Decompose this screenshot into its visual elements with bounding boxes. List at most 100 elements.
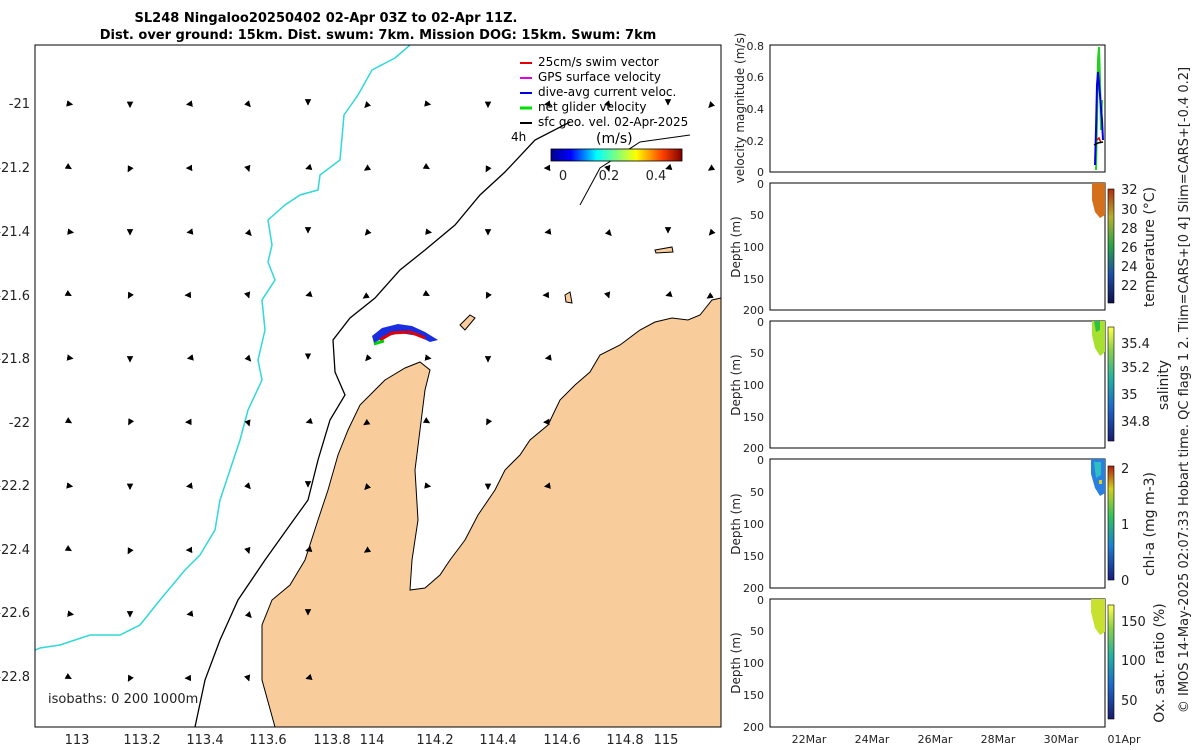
depth-tick: 200 [743,582,764,595]
depth-tick: 150 [743,689,764,702]
map-axes-box [34,44,722,728]
velocity-arrow [665,290,673,297]
map-x-tick: 115 [654,733,679,748]
velocity-arrow [244,611,252,619]
map-y-tick: -21.8 [0,352,30,367]
legend-label: net glider velocity [538,100,646,114]
velocity-arrow [485,165,492,173]
velocity-y-label: velocity magnitude (m/s) [733,33,747,184]
chla-cbar-tick: 2 [1121,462,1129,477]
time-x-tick: 22Mar [792,733,827,746]
temperature-cbar-tick: 22 [1121,279,1138,294]
glider-track-red [379,330,426,342]
velocity-arrow [127,291,134,299]
map-y-tick: -21.6 [0,289,30,304]
velocity-axes-box [769,44,1106,173]
temperature-cbar-tick: 30 [1121,203,1138,218]
chla-cbar-tick: 1 [1121,518,1129,533]
temperature-profile-patch [1092,183,1105,218]
velocity-arrow [127,547,134,555]
chla-profile-detail [1094,462,1101,478]
time-x-tick: 26Mar [918,733,953,746]
salinity-panel: 35.4 35.2 35 34.8 salinity 0 50 100 150 … [729,316,1172,455]
island [459,314,476,331]
map-x-ticks: 113 113.2 113.4 113.6 113.8 114 114.2 11… [65,733,679,748]
velocity-series-red [1096,136,1102,144]
velocity-arrow [244,229,252,237]
map-x-tick: 114.6 [543,733,580,748]
chla-max-spot [1099,480,1102,484]
velocity-arrow [244,674,251,682]
map-y-tick: -22.6 [0,606,30,621]
map-x-tick: 113 [65,733,90,748]
time-x-tick: 28Mar [981,733,1016,746]
velocity-arrow [543,100,551,107]
velocity-arrow [305,290,313,297]
legend-label: dive-avg current veloc. [538,85,676,99]
depth-tick: 200 [743,304,764,317]
depth-tick: 50 [750,486,764,499]
surface-velocity-arrows [64,99,716,682]
temperature-cbar-tick: 24 [1121,260,1138,275]
oxygen-cbar-tick: 100 [1121,654,1146,669]
velocity-series-blue [1094,71,1104,166]
velocity-arrow [604,164,611,173]
map-y-tick: -22.2 [0,479,30,494]
velocity-y-tick: 0.6 [747,71,765,84]
velocity-arrow [665,163,673,170]
map-x-tick: 113.6 [249,733,286,748]
velocity-y-tick: 0.8 [747,40,765,53]
chla-panel: 2 1 0 chl-a (mg m-3) 0 50 100 150 200 De… [729,454,1158,595]
depth-tick: 0 [757,316,764,329]
velocity-arrow [244,482,251,490]
map-y-tick: -21.2 [0,161,30,176]
velocity-arrow [305,545,313,552]
oxygen-cbar-label: Ox. sat. ratio (%) [1152,603,1168,722]
velocity-arrow [422,290,430,297]
land-area [261,297,721,727]
map-x-tick: 114 [360,733,385,748]
depth-tick: 50 [750,625,764,638]
depth-tick: 0 [757,178,764,191]
map-panel: 113 113.2 113.4 113.6 113.8 114 114.2 11… [0,44,722,748]
time-x-tick: 01Apr [1107,733,1141,746]
salinity-cbar-tick: 35.2 [1121,361,1150,376]
map-x-tick: 114.2 [416,733,453,748]
temperature-panel: 32 30 28 26 24 22 temperature (°C) 0 50 … [729,178,1158,317]
depth-tick: 150 [743,550,764,563]
time-label: 4h [511,130,526,144]
temperature-colorbar [1107,188,1115,304]
velocity-arrow [706,292,714,299]
oxygen-cbar-tick: 150 [1121,615,1146,630]
isobath-cyan [35,45,411,651]
velocity-arrow [485,291,492,299]
velocity-arrow [305,163,313,170]
imos-footer: © IMOS 14-May-2025 02:07:33 Hobart time.… [1177,67,1192,713]
salinity-y-label: Depth (m) [729,354,743,415]
velocity-arrow [364,483,372,491]
island [564,291,573,304]
salinity-colorbar [1107,326,1115,442]
chla-y-label: Depth (m) [729,493,743,554]
oxygen-axes-box [769,598,1106,728]
depth-tick: 200 [743,442,764,455]
colorbar-tick: 0.4 [646,169,667,184]
velocity-arrow [543,482,551,489]
salinity-profile-detail [1094,321,1100,332]
velocity-arrow [244,354,252,362]
map-y-ticks: -21 -21.2 -21.4 -21.6 -21.8 -22 -22.2 -2… [0,97,30,685]
velocity-arrow [185,482,193,489]
oxygen-y-label: Depth (m) [729,632,743,693]
legend-label: GPS surface velocity [538,70,661,84]
velocity-arrow [244,100,251,108]
velocity-arrow [64,545,72,552]
velocity-y-tick: 0 [757,166,764,179]
velocity-arrow [244,419,251,427]
map-title-line1: SL248 Ningaloo20250402 02-Apr 03Z to 02-… [135,11,518,26]
oxygen-colorbar [1107,604,1115,720]
velocity-arrow [362,292,370,299]
velocity-arrow [422,163,430,170]
velocity-arrow [128,418,135,426]
map-x-tick: 113.8 [313,733,350,748]
